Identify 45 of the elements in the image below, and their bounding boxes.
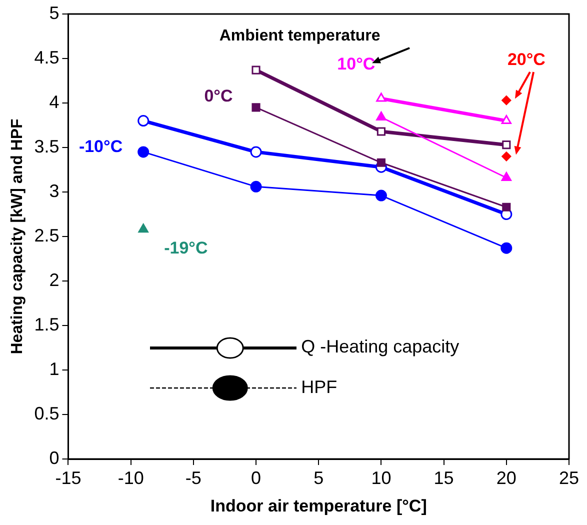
series-label: 20°C xyxy=(507,50,546,69)
x-tick-label: -5 xyxy=(185,468,202,488)
y-tick-label: 0.5 xyxy=(34,403,60,424)
point xyxy=(376,127,386,136)
point xyxy=(252,103,260,112)
point xyxy=(375,190,387,202)
annotation: Q -Heating capacity xyxy=(301,336,460,357)
y-tick-label: 1.5 xyxy=(34,314,60,334)
point xyxy=(500,242,512,254)
annotation: HPF xyxy=(301,376,338,397)
y-axis-title: Heating capacity [kW] and HPF xyxy=(9,118,26,354)
x-tick-label: 20 xyxy=(496,468,516,488)
x-axis-title: Indoor air temperature [°C] xyxy=(210,496,427,516)
series-label: -10°C xyxy=(78,137,123,156)
point xyxy=(502,140,511,150)
series-label: 10°C xyxy=(337,54,376,74)
y-tick-label: 4 xyxy=(49,92,60,112)
x-tick-label: -15 xyxy=(55,468,82,488)
y-tick-label: 2 xyxy=(49,270,60,290)
point xyxy=(252,66,260,74)
x-tick-label: -10 xyxy=(118,468,144,488)
x-tick-label: 10 xyxy=(371,468,392,488)
annotation: Ambient temperature xyxy=(219,28,380,45)
y-tick-label: 3.5 xyxy=(34,136,60,156)
x-tick-label: 15 xyxy=(434,468,454,488)
y-tick-label: 4.5 xyxy=(34,47,60,68)
point xyxy=(138,224,148,233)
point xyxy=(138,146,150,158)
point xyxy=(376,158,386,167)
point xyxy=(502,96,512,106)
point xyxy=(250,146,262,158)
series-label: -19°C xyxy=(164,238,208,258)
x-tick-label: 5 xyxy=(314,468,324,488)
x-tick-label: 0 xyxy=(251,468,262,488)
y-tick-label: 0 xyxy=(49,448,60,468)
y-tick-label: 1 xyxy=(49,358,60,379)
point xyxy=(502,202,511,212)
y-tick-label: 3 xyxy=(49,180,60,201)
point xyxy=(138,115,150,127)
y-tick-label: 5 xyxy=(49,2,60,23)
point xyxy=(250,180,262,192)
point xyxy=(502,152,512,162)
series-label: 0°C xyxy=(204,86,233,106)
x-tick-label: 25 xyxy=(558,468,580,488)
y-tick-label: 2.5 xyxy=(34,225,60,246)
